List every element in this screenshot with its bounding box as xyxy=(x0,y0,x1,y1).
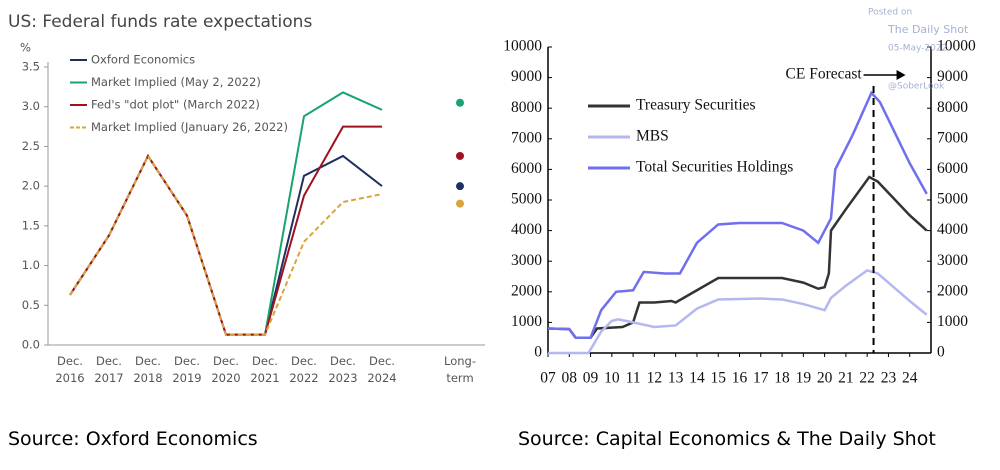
x-tick-label: Long-term xyxy=(444,354,476,385)
y-tick-label: 0.0 xyxy=(22,338,40,352)
x-tick-label: Dec. 2024 xyxy=(367,354,397,385)
series-line xyxy=(69,153,383,336)
watermark: The Daily Shot xyxy=(887,23,969,36)
x-tick-label: Dec. 2022 xyxy=(289,354,319,385)
y-tick-label: 7000 xyxy=(511,129,542,146)
long-term-dot xyxy=(456,182,464,191)
x-tick-label: 17 xyxy=(753,370,769,387)
x-tick-label: Dec. 2017 xyxy=(94,354,124,385)
long-term-dot xyxy=(456,199,464,208)
x-tick-label: 11 xyxy=(626,370,641,387)
y2-tick-label: 10000 xyxy=(937,38,976,55)
x-tick-label: Dec. 2023 xyxy=(328,354,358,385)
y2-tick-label: 3000 xyxy=(937,252,968,269)
x-tick-label: 19 xyxy=(796,370,812,387)
chart-title: US: Federal funds rate expectations xyxy=(8,12,312,32)
watermark: @SoberLook xyxy=(888,82,945,92)
x-tick-label: 14 xyxy=(689,370,705,387)
x-tick-label: 16 xyxy=(732,370,748,387)
y-tick-label: 5000 xyxy=(511,191,542,208)
annotation: CE Forecast xyxy=(786,66,863,83)
x-tick-label: Dec. 2016 xyxy=(55,354,85,385)
y-tick-label: 3.5 xyxy=(22,60,40,74)
legend-label: Fed's "dot plot" (March 2022) xyxy=(91,98,260,112)
y-tick-label: 0 xyxy=(534,344,542,361)
y2-tick-label: 9000 xyxy=(937,68,968,85)
legend-label: MBS xyxy=(636,128,669,145)
y-axis-label: % xyxy=(20,41,31,55)
legend-label: Oxford Economics xyxy=(91,53,195,67)
x-tick-label: 22 xyxy=(859,370,875,387)
x-tick-label: 18 xyxy=(774,370,790,387)
x-tick-label: 08 xyxy=(562,370,578,387)
x-tick-label: 12 xyxy=(647,370,663,387)
source: Source: Oxford Economics xyxy=(8,428,258,450)
y-tick-label: 2.0 xyxy=(22,179,40,193)
y2-tick-label: 7000 xyxy=(937,129,968,146)
watermark: 05-May-2022 xyxy=(888,44,947,54)
source: Source: Capital Economics & The Daily Sh… xyxy=(518,428,936,450)
arrow-head xyxy=(896,70,906,80)
y2-tick-label: 0 xyxy=(937,344,945,361)
x-tick-label: Dec. 2021 xyxy=(250,354,280,385)
y2-tick-label: 1000 xyxy=(937,313,968,330)
y-tick-label: 3.0 xyxy=(22,99,40,113)
x-tick-label: 24 xyxy=(902,370,918,387)
y-tick-label: 1.5 xyxy=(22,218,40,232)
y-tick-label: 10000 xyxy=(503,38,542,55)
series-line xyxy=(548,269,928,355)
x-tick-label: Dec. 2020 xyxy=(211,354,241,385)
x-tick-label: 20 xyxy=(817,370,833,387)
y2-tick-label: 6000 xyxy=(937,160,968,177)
legend-label: Total Securities Holdings xyxy=(636,159,793,176)
x-tick-label: 09 xyxy=(583,370,599,387)
y-tick-label: 0.5 xyxy=(22,298,40,312)
y2-tick-label: 2000 xyxy=(937,282,968,299)
watermark: Posted on xyxy=(868,8,912,18)
y-tick-label: 8000 xyxy=(511,99,542,116)
series-line xyxy=(547,90,928,339)
series-line xyxy=(547,175,928,339)
x-tick-label: 21 xyxy=(838,370,854,387)
legend-label: Market Implied (May 2, 2022) xyxy=(91,75,261,89)
y-tick-label: 2.5 xyxy=(22,139,40,153)
series-line xyxy=(69,153,383,336)
x-tick-label: 23 xyxy=(881,370,897,387)
series-line xyxy=(264,91,383,335)
y2-tick-label: 8000 xyxy=(937,99,968,116)
x-tick-label: Dec. 2019 xyxy=(172,354,202,385)
long-term-dot xyxy=(456,151,464,160)
y-tick-label: 4000 xyxy=(511,221,542,238)
y-tick-label: 6000 xyxy=(511,160,542,177)
y2-tick-label: 5000 xyxy=(937,191,968,208)
y-tick-label: 2000 xyxy=(511,282,542,299)
legend-label: Market Implied (January 26, 2022) xyxy=(91,120,288,134)
series-line xyxy=(69,125,382,336)
long-term-dot xyxy=(456,98,464,107)
y-tick-label: 1000 xyxy=(511,313,542,330)
x-tick-label: Dec. 2018 xyxy=(133,354,163,385)
legend-label: Treasury Securities xyxy=(636,97,756,114)
x-tick-label: 15 xyxy=(710,370,726,387)
x-tick-label: 13 xyxy=(668,370,684,387)
y2-tick-label: 4000 xyxy=(937,221,968,238)
y-tick-label: 9000 xyxy=(511,68,542,85)
y-tick-label: 3000 xyxy=(511,252,542,269)
x-tick-label: 07 xyxy=(540,370,556,387)
x-tick-label: 10 xyxy=(604,370,620,387)
y-tick-label: 1.0 xyxy=(22,258,40,272)
